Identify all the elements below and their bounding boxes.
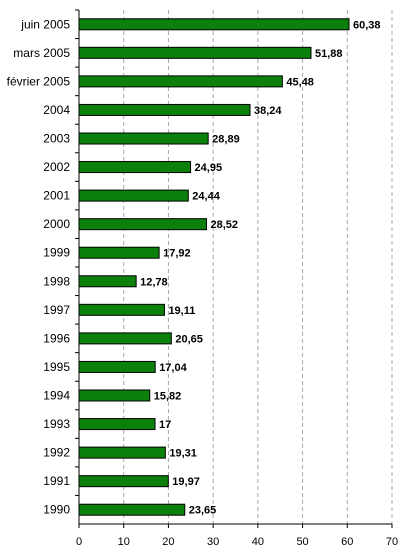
- category-label: 1998: [43, 274, 70, 288]
- value-label: 28,89: [212, 134, 240, 146]
- x-tick-labels: 0 10 20 30 40 50 60 70: [76, 536, 398, 548]
- category-label: 1999: [43, 246, 70, 260]
- category-label: 2000: [43, 217, 70, 231]
- category-label: 1997: [43, 303, 70, 317]
- bar: [78, 503, 186, 516]
- gridlines: [123, 10, 393, 524]
- category-label: 2001: [43, 189, 70, 203]
- category-label: 2002: [43, 160, 70, 174]
- category-label: 1993: [43, 417, 70, 431]
- value-label: 19,97: [172, 476, 200, 488]
- value-label: 51,88: [315, 48, 343, 60]
- bar: [78, 446, 166, 459]
- x-tick-label: 30: [207, 536, 219, 548]
- category-label: 2004: [43, 103, 70, 117]
- value-label: 19,11: [168, 305, 195, 317]
- bar: [78, 418, 156, 431]
- value-label: 24,44: [192, 191, 220, 203]
- value-label: 28,52: [211, 219, 239, 231]
- bar: [78, 275, 137, 288]
- bar: [78, 103, 251, 116]
- category-label: 1995: [43, 360, 70, 374]
- x-tick-label: 20: [162, 536, 174, 548]
- category-label: mars 2005: [13, 46, 70, 60]
- bar: [78, 218, 208, 231]
- category-label: 1992: [43, 446, 70, 460]
- bar: [78, 189, 189, 202]
- bar: [78, 360, 156, 373]
- x-tick-label: 40: [252, 536, 264, 548]
- bar: [78, 46, 312, 59]
- bar: [78, 18, 350, 31]
- bar: [78, 303, 165, 316]
- category-label: 1991: [43, 474, 70, 488]
- x-tick-label: 70: [386, 536, 398, 548]
- bar: [78, 246, 160, 259]
- value-label: 24,95: [195, 162, 223, 174]
- category-label: 2003: [43, 132, 70, 146]
- x-tick-label: 10: [118, 536, 130, 548]
- value-label: 20,65: [175, 333, 203, 345]
- x-tick-label: 0: [76, 536, 82, 548]
- value-label: 19,31: [169, 448, 197, 460]
- value-label: 45,48: [286, 76, 314, 88]
- value-label: 23,65: [189, 505, 217, 517]
- bar: [78, 132, 209, 145]
- category-label: février 2005: [7, 74, 71, 88]
- value-labels: 60,38 51,88 45,48 38,24 28,89 24,95 24,44 28,52…: [140, 19, 380, 516]
- bars: [78, 18, 350, 516]
- value-label: 38,24: [254, 105, 282, 117]
- category-label: 1996: [43, 331, 70, 345]
- category-label: 1994: [43, 389, 70, 403]
- bar: [78, 332, 172, 345]
- bar: [78, 475, 169, 488]
- value-label: 60,38: [353, 19, 381, 31]
- value-label: 15,82: [154, 391, 182, 403]
- category-labels: juin 2005 mars 2005 février 2005 2004 2003 20…: [7, 17, 71, 516]
- value-label: 17,92: [163, 248, 191, 260]
- bar: [78, 75, 283, 88]
- value-label: 12,78: [140, 276, 168, 288]
- axes: [75, 9, 393, 528]
- value-label: 17,04: [159, 362, 187, 374]
- category-label: 1990: [43, 503, 70, 517]
- x-tick-label: 50: [296, 536, 308, 548]
- category-label: juin 2005: [20, 17, 70, 31]
- x-tick-label: 60: [341, 536, 353, 548]
- bar: [78, 389, 151, 402]
- value-label: 17: [159, 419, 171, 431]
- bar: [78, 161, 192, 174]
